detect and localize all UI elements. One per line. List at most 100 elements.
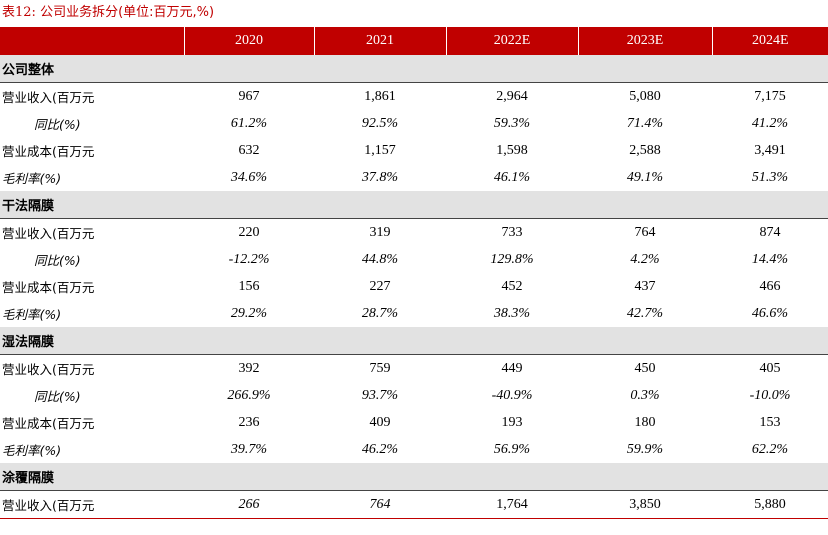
value-cell: 42.7% xyxy=(626,305,664,321)
row-label: 营业收入(百万元 xyxy=(0,490,184,519)
table-row: 毛利率(%) 34.6% 37.8% 46.1% 49.1% 51.3% xyxy=(0,164,828,191)
value-cell: 44.8% xyxy=(361,251,399,267)
value-cell: 266.9% xyxy=(227,387,271,403)
column-header: 2021 xyxy=(313,27,446,55)
row-label: 同比(%) xyxy=(34,389,81,404)
value-cell: 39.7% xyxy=(230,441,268,457)
value-cell: 733 xyxy=(501,224,523,240)
value-cell: 34.6% xyxy=(230,169,268,185)
section-filler-cell xyxy=(314,55,446,83)
table-row: 同比(%) 61.2% 92.5% 59.3% 71.4% 41.2% xyxy=(0,110,828,137)
value-cell: 266 xyxy=(184,490,314,519)
value-cell: 41.2% xyxy=(751,115,789,131)
section-filler-cell xyxy=(578,55,712,83)
value-cell: 59.3% xyxy=(493,115,531,131)
section-filler-cell xyxy=(712,327,828,355)
section-filler-cell xyxy=(712,55,828,83)
value-cell: 5,880 xyxy=(712,490,828,519)
value-cell: 759 xyxy=(369,360,391,376)
value-cell: 38.3% xyxy=(493,305,531,321)
row-label: 同比(%) xyxy=(34,117,81,132)
value-cell: 227 xyxy=(369,278,391,294)
row-label: 营业成本(百万元 xyxy=(2,144,95,159)
column-header: 2024E xyxy=(711,27,828,55)
value-cell: 632 xyxy=(238,142,260,158)
row-label: 毛利率(%) xyxy=(2,171,62,186)
section-row: 公司整体 xyxy=(0,55,828,83)
value-cell: -10.0% xyxy=(749,387,791,403)
column-header: 2023E xyxy=(577,27,712,55)
section-filler-cell xyxy=(578,327,712,355)
value-cell: 59.9% xyxy=(626,441,664,457)
value-cell: 1,764 xyxy=(446,490,578,519)
value-cell: 93.7% xyxy=(361,387,399,403)
value-cell: 153 xyxy=(759,414,781,430)
section-row: 湿法隔膜 xyxy=(0,327,828,355)
value-cell: 46.1% xyxy=(493,169,531,185)
section-filler-cell xyxy=(446,191,578,219)
value-cell: 236 xyxy=(238,414,260,430)
value-cell: 51.3% xyxy=(751,169,789,185)
value-cell: 319 xyxy=(369,224,391,240)
value-cell: 764 xyxy=(314,490,446,519)
value-cell: 409 xyxy=(369,414,391,430)
section-title: 涂覆隔膜 xyxy=(0,463,184,491)
value-cell: 14.4% xyxy=(751,251,789,267)
section-filler-cell xyxy=(446,463,578,491)
value-cell: 1,157 xyxy=(364,142,396,158)
row-label: 营业收入(百万元 xyxy=(2,362,95,377)
header-corner xyxy=(0,27,184,55)
row-label: 毛利率(%) xyxy=(2,307,62,322)
value-cell: 62.2% xyxy=(751,441,789,457)
table-row: 同比(%) 266.9% 93.7% -40.9% 0.3% -10.0% xyxy=(0,382,828,409)
section-filler-cell xyxy=(578,191,712,219)
caption-prefix: 表12: xyxy=(2,5,36,20)
value-cell: 1,861 xyxy=(364,88,396,104)
header-row: 2020 2021 2022E 2023E 2024E xyxy=(0,27,828,55)
section-title: 公司整体 xyxy=(0,55,184,83)
row-label: 营业成本(百万元 xyxy=(2,416,95,431)
value-cell: 49.1% xyxy=(626,169,664,185)
section-filler-cell xyxy=(184,55,314,83)
table-row: 营业收入(百万元 266 764 1,764 3,850 5,880 xyxy=(0,490,828,519)
section-filler-cell xyxy=(446,327,578,355)
value-cell: 874 xyxy=(759,224,781,240)
value-cell: 967 xyxy=(238,88,260,104)
value-cell: 7,175 xyxy=(754,88,786,104)
value-cell: 220 xyxy=(238,224,260,240)
section-filler-cell xyxy=(314,191,446,219)
value-cell: 37.8% xyxy=(361,169,399,185)
value-cell: 450 xyxy=(634,360,656,376)
section-title: 干法隔膜 xyxy=(0,191,184,219)
value-cell: 452 xyxy=(501,278,523,294)
value-cell: 56.9% xyxy=(493,441,531,457)
table-row: 毛利率(%) 39.7% 46.2% 56.9% 59.9% 62.2% xyxy=(0,436,828,463)
row-label: 营业成本(百万元 xyxy=(2,280,95,295)
value-cell: -12.2% xyxy=(228,251,270,267)
section-row: 涂覆隔膜 xyxy=(0,463,828,491)
column-header: 2022E xyxy=(445,27,578,55)
value-cell: 180 xyxy=(634,414,656,430)
table-row: 同比(%) -12.2% 44.8% 129.8% 4.2% 14.4% xyxy=(0,246,828,273)
section-filler-cell xyxy=(712,191,828,219)
row-label: 营业收入(百万元 xyxy=(2,90,95,105)
value-cell: -40.9% xyxy=(491,387,533,403)
section-filler-cell xyxy=(314,327,446,355)
section-filler-cell xyxy=(184,327,314,355)
value-cell: 92.5% xyxy=(361,115,399,131)
table-row: 营业成本(百万元 632 1,157 1,598 2,588 3,491 xyxy=(0,137,828,164)
section-filler-cell xyxy=(184,191,314,219)
section-filler-cell xyxy=(314,463,446,491)
section-filler-cell xyxy=(578,463,712,491)
value-cell: 3,491 xyxy=(754,142,786,158)
row-label: 毛利率(%) xyxy=(2,443,62,458)
value-cell: 71.4% xyxy=(626,115,664,131)
value-cell: 466 xyxy=(759,278,781,294)
row-label: 营业收入(百万元 xyxy=(2,226,95,241)
value-cell: 46.2% xyxy=(361,441,399,457)
section-title: 湿法隔膜 xyxy=(0,327,184,355)
value-cell: 129.8% xyxy=(490,251,534,267)
value-cell: 2,964 xyxy=(496,88,528,104)
value-cell: 405 xyxy=(759,360,781,376)
table-row: 营业收入(百万元 220 319 733 764 874 xyxy=(0,219,828,247)
